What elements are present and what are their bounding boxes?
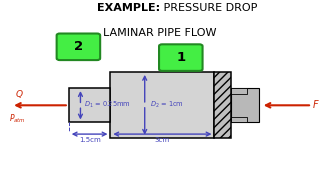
Text: EXAMPLE:: EXAMPLE: bbox=[97, 3, 160, 13]
Bar bbox=[231, 117, 246, 122]
Bar bbox=[214, 72, 231, 138]
Text: 2: 2 bbox=[74, 40, 83, 53]
Text: 1.5cm: 1.5cm bbox=[79, 137, 100, 143]
Text: Q: Q bbox=[16, 90, 23, 99]
Text: $D_2$ = 1cm: $D_2$ = 1cm bbox=[149, 100, 183, 110]
Bar bbox=[110, 72, 214, 138]
Bar bbox=[69, 88, 110, 122]
Text: 1: 1 bbox=[176, 51, 185, 64]
Text: PRESSURE DROP: PRESSURE DROP bbox=[160, 3, 257, 13]
Bar bbox=[231, 88, 259, 122]
Text: $D_1$ = 0.25mm: $D_1$ = 0.25mm bbox=[84, 100, 130, 110]
Text: LAMINAR PIPE FLOW: LAMINAR PIPE FLOW bbox=[103, 28, 217, 38]
Text: $P_{atm}$: $P_{atm}$ bbox=[9, 112, 26, 125]
Text: F: F bbox=[313, 100, 319, 110]
Text: 3cm: 3cm bbox=[155, 137, 170, 143]
FancyBboxPatch shape bbox=[57, 33, 100, 60]
FancyBboxPatch shape bbox=[159, 44, 203, 71]
Bar bbox=[231, 88, 246, 94]
